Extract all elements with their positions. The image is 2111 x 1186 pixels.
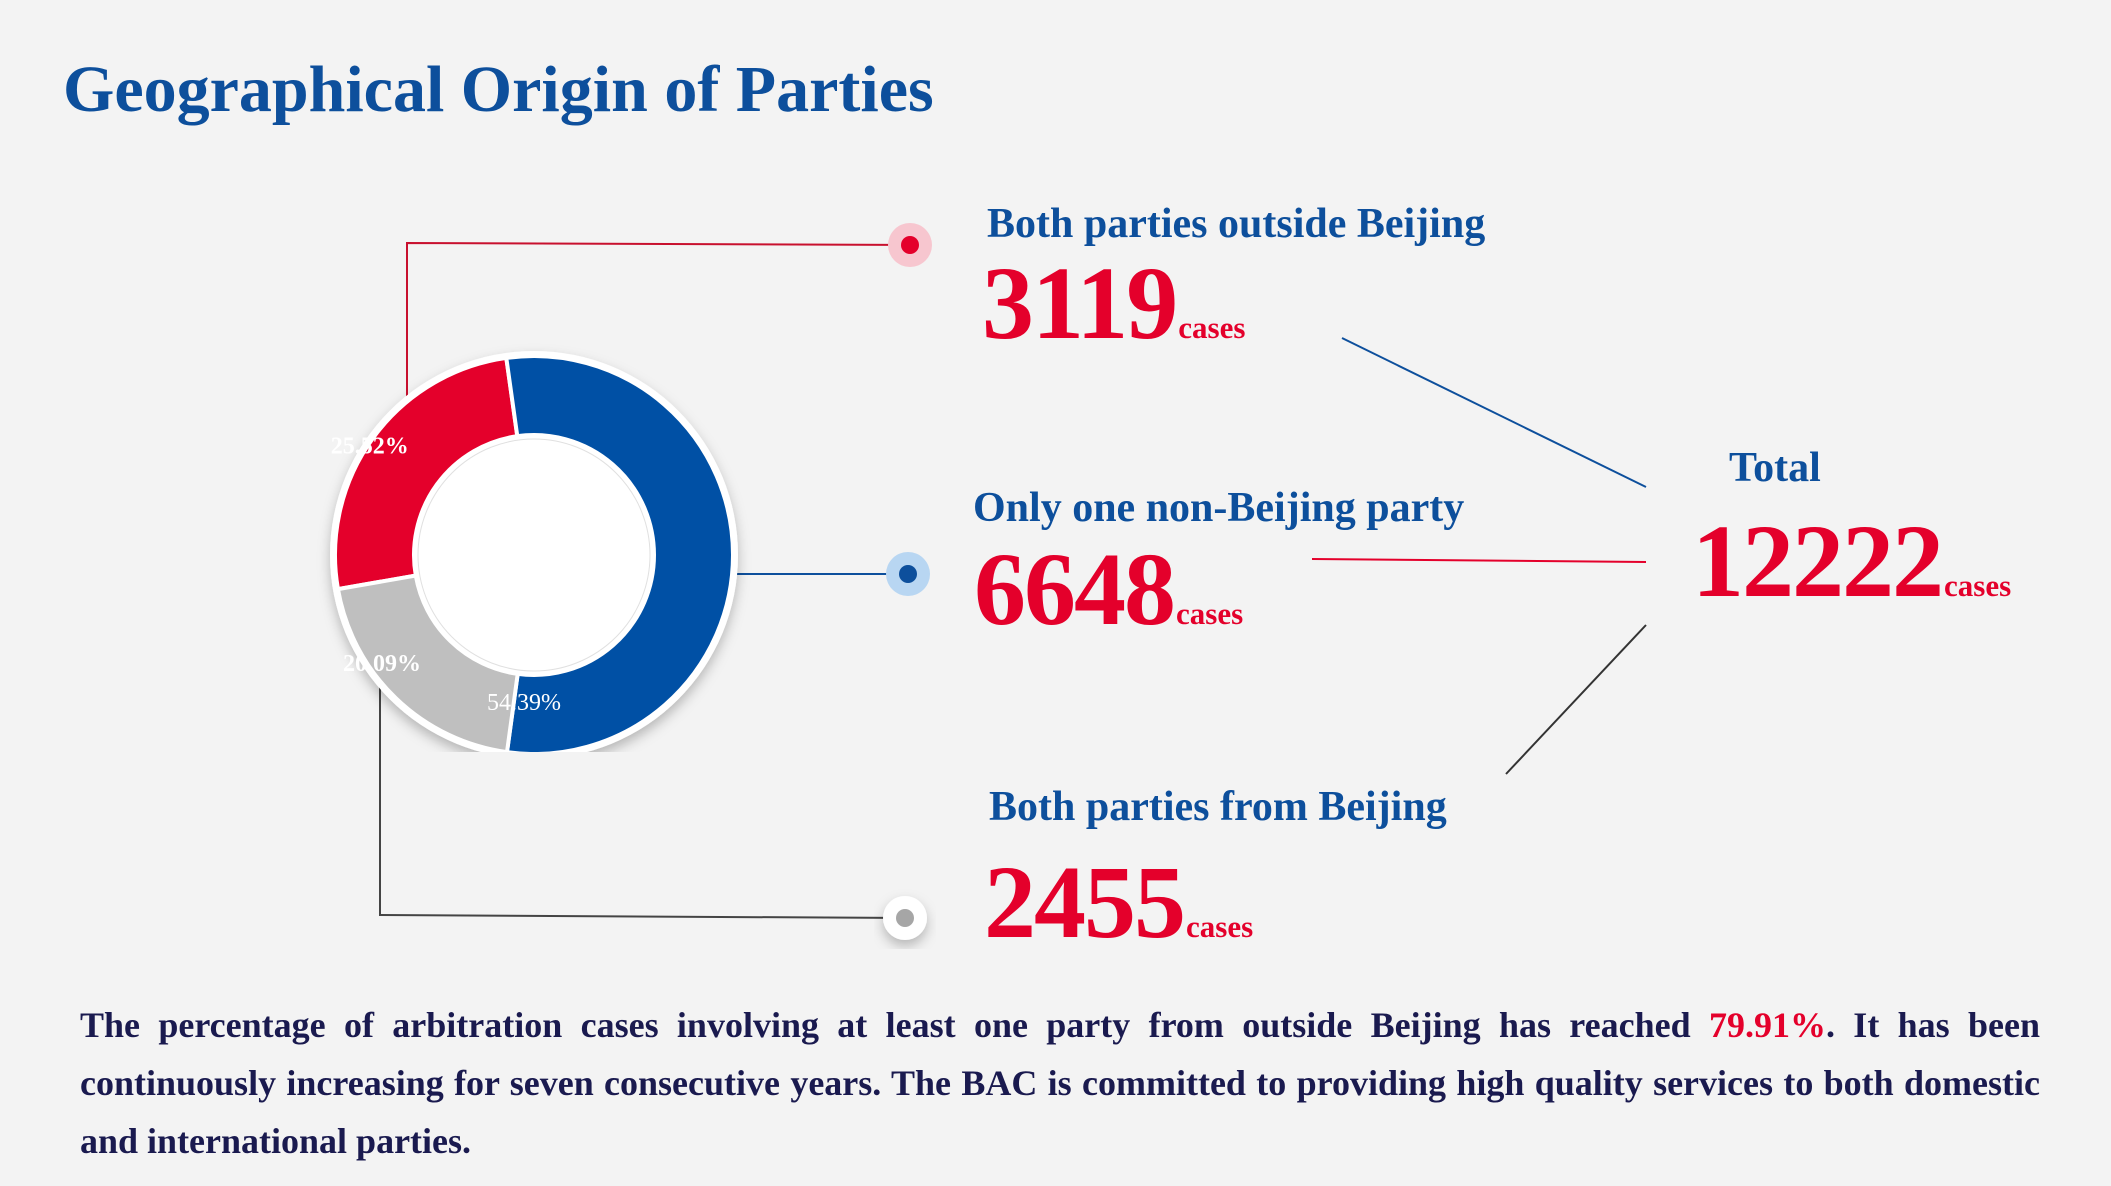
slice-one-percent-label: 54.39% [487,690,561,716]
summary-text-after: . It has been continuously increasing fo… [80,1005,2041,1161]
label-beijing-value: 2455 [984,845,1186,960]
summary-paragraph: The percentage of arbitration cases invo… [80,996,2040,1170]
page-title: Geographical Origin of Parties [63,53,934,126]
donut-hole [417,438,651,672]
leader-line-outside [406,241,911,402]
connector-beijing-total [1505,624,1647,775]
summary-highlight: 79.91% [1708,1005,1826,1045]
label-total-value: 12222 [1692,504,1944,619]
marker-one-dot [886,552,930,596]
label-outside-value: 3119 [982,246,1178,361]
slice-outside-percent-label: 25.52% [331,434,409,460]
label-one-heading: Only one non-Beijing party [973,485,1465,531]
label-beijing-unit: cases [1186,909,1254,944]
marker-outside-dot [888,223,932,267]
connector-outside-total [1341,337,1647,488]
slice-beijing [335,573,520,752]
label-outside-heading: Both parties outside Beijing [987,201,1486,247]
label-one-unit: cases [1176,596,1244,631]
label-total-heading: Total [1729,445,1821,491]
label-beijing-value-group: 2455cases [984,851,1253,955]
label-beijing-heading: Both parties from Beijing [989,784,1447,830]
slice-outside [333,355,520,592]
marker-beijing-dot [883,896,927,940]
slice-beijing-percent-label: 20.09% [343,651,421,677]
slice-one [504,354,736,752]
label-one-value-group: 6648cases [974,538,1243,642]
summary-text-before: The percentage of arbitration cases invo… [80,1005,1709,1045]
connector-one-total [1311,558,1647,563]
label-outside-unit: cases [1178,310,1246,345]
label-one-value: 6648 [974,532,1176,647]
label-total-unit: cases [1944,568,2012,603]
label-outside-value-group: 3119cases [982,252,1245,356]
label-total-value-group: 12222cases [1692,510,2011,614]
leader-line-beijing [379,660,906,919]
